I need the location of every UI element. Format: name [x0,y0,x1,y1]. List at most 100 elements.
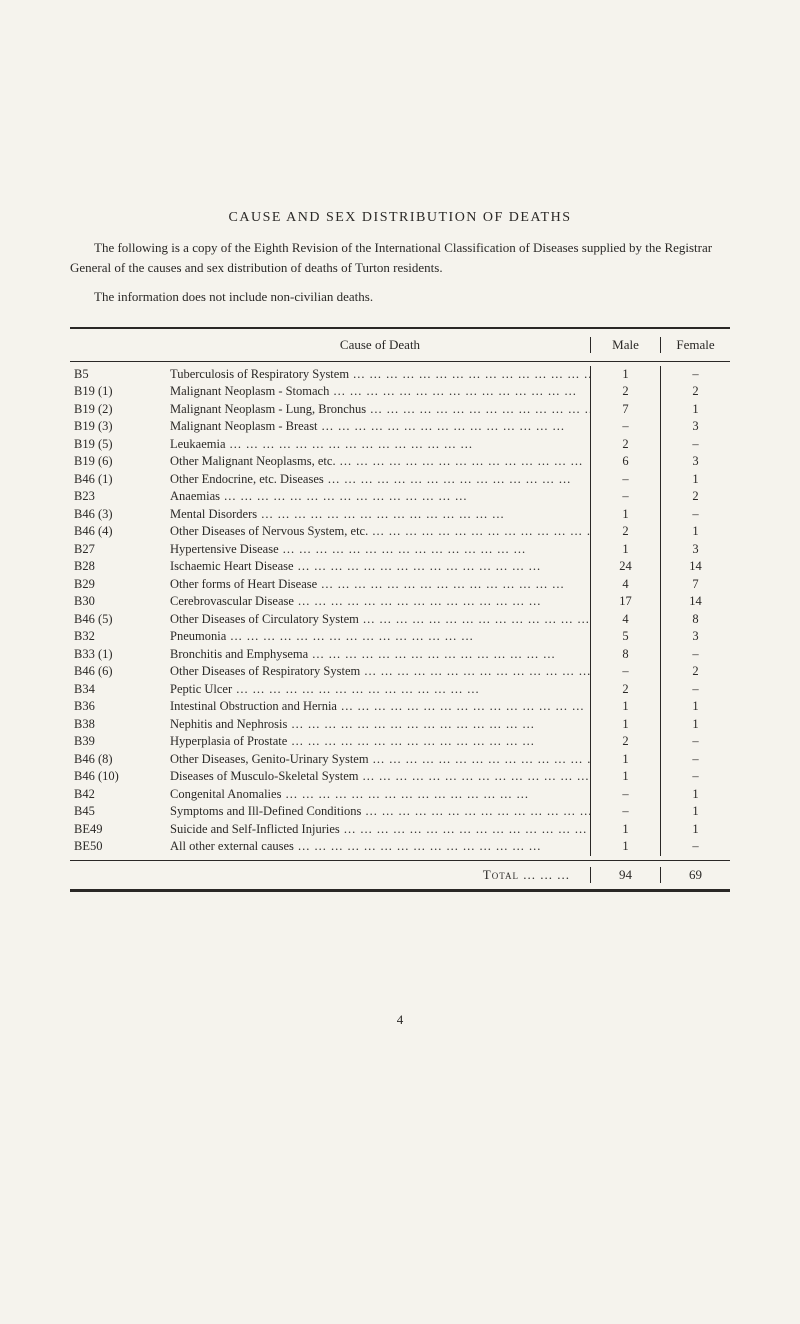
cell-cause: Symptoms and Ill-Defined Conditions [170,803,590,821]
table-row: B19 (6)Other Malignant Neoplasms, etc.63 [70,453,730,471]
table-row: B34Peptic Ulcer2– [70,681,730,699]
cell-female: 7 [660,576,730,594]
table-row: B5Tuberculosis of Respiratory System1– [70,366,730,384]
cell-female: 1 [660,523,730,541]
cell-cause: Other Diseases, Genito-Urinary System [170,751,590,769]
header-code-blank [70,337,170,353]
cell-male: 1 [590,506,660,524]
cell-female: – [660,646,730,664]
cell-male: 5 [590,628,660,646]
cell-cause: Other Diseases of Circulatory System [170,611,590,629]
cell-code: B46 (4) [70,523,170,541]
cell-male: 1 [590,541,660,559]
cell-male: 1 [590,751,660,769]
cell-code: BE49 [70,821,170,839]
cell-code: B29 [70,576,170,594]
cell-cause: Other Diseases of Nervous System, etc. [170,523,590,541]
header-cause: Cause of Death [170,337,590,353]
cell-male: 1 [590,366,660,384]
table-row: B28Ischaemic Heart Disease2414 [70,558,730,576]
cell-female: 14 [660,558,730,576]
cell-code: BE50 [70,838,170,856]
cell-female: – [660,733,730,751]
table-row: B30Cerebrovascular Disease1714 [70,593,730,611]
cell-code: B32 [70,628,170,646]
cell-code: B19 (2) [70,401,170,419]
cell-female: 8 [660,611,730,629]
cell-code: B46 (3) [70,506,170,524]
total-male: 94 [590,867,660,883]
cell-male: 1 [590,821,660,839]
cell-code: B46 (1) [70,471,170,489]
cell-male: – [590,488,660,506]
cell-male: 24 [590,558,660,576]
cell-male: 4 [590,611,660,629]
page-number: 4 [70,1012,730,1028]
table-row: B19 (3)Malignant Neoplasm - Breast–3 [70,418,730,436]
cell-male: 1 [590,698,660,716]
table-row: B33 (1)Bronchitis and Emphysema8– [70,646,730,664]
cell-code: B5 [70,366,170,384]
cell-female: – [660,506,730,524]
table-row: B46 (8)Other Diseases, Genito-Urinary Sy… [70,751,730,769]
header-male: Male [590,337,660,353]
cell-female: 14 [660,593,730,611]
cell-female: 2 [660,383,730,401]
cell-female: – [660,366,730,384]
cell-female: – [660,768,730,786]
cell-female: 1 [660,698,730,716]
cell-cause: Other Diseases of Respiratory System [170,663,590,681]
cell-code: B46 (10) [70,768,170,786]
cell-male: 1 [590,768,660,786]
table-row: B29Other forms of Heart Disease47 [70,576,730,594]
table-row: B45Symptoms and Ill-Defined Conditions–1 [70,803,730,821]
cell-male: 1 [590,838,660,856]
cell-female: 2 [660,663,730,681]
cell-code: B30 [70,593,170,611]
cell-cause: Malignant Neoplasm - Stomach [170,383,590,401]
cell-female: 1 [660,786,730,804]
deaths-table: Cause of Death Male Female B5Tuberculosi… [70,327,730,892]
cell-cause: Anaemias [170,488,590,506]
total-label: Total [170,867,590,883]
table-row: B46 (4)Other Diseases of Nervous System,… [70,523,730,541]
cell-male: 2 [590,733,660,751]
table-row: B42Congenital Anomalies–1 [70,786,730,804]
cell-code: B46 (8) [70,751,170,769]
cell-male: 7 [590,401,660,419]
cell-female: – [660,436,730,454]
cell-cause: Mental Disorders [170,506,590,524]
cell-cause: Other Endocrine, etc. Diseases [170,471,590,489]
cell-female: – [660,681,730,699]
table-row: B46 (10)Diseases of Musculo-Skeletal Sys… [70,768,730,786]
cell-code: B19 (6) [70,453,170,471]
cell-female: 1 [660,716,730,734]
cell-male: 6 [590,453,660,471]
cell-female: 1 [660,401,730,419]
table-row: B23Anaemias–2 [70,488,730,506]
cell-female: 3 [660,628,730,646]
cell-code: B33 (1) [70,646,170,664]
cell-female: 1 [660,803,730,821]
cell-male: – [590,803,660,821]
cell-male: – [590,663,660,681]
cell-cause: Pneumonia [170,628,590,646]
total-female: 69 [660,867,730,883]
intro-paragraph-2: The information does not include non-civ… [70,287,730,307]
cell-cause: All other external causes [170,838,590,856]
table-row: BE49Suicide and Self-Inflicted Injuries1… [70,821,730,839]
cell-cause: Bronchitis and Emphysema [170,646,590,664]
cell-male: 2 [590,681,660,699]
cell-female: 2 [660,488,730,506]
table-row: B46 (1)Other Endocrine, etc. Diseases–1 [70,471,730,489]
cell-female: 3 [660,418,730,436]
table-row: B19 (5)Leukaemia2– [70,436,730,454]
cell-male: 17 [590,593,660,611]
cell-code: B27 [70,541,170,559]
table-row: B32Pneumonia53 [70,628,730,646]
table-row: B36Intestinal Obstruction and Hernia11 [70,698,730,716]
table-body: B5Tuberculosis of Respiratory System1– B1… [70,362,730,860]
table-total-row: Total 94 69 [70,860,730,889]
cell-male: 2 [590,436,660,454]
cell-code: B39 [70,733,170,751]
